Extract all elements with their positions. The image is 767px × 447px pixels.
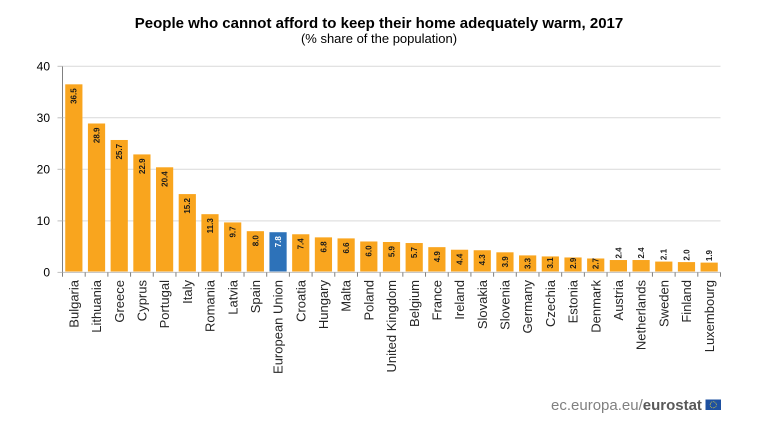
svg-text:10: 10 (37, 214, 51, 228)
svg-text:Netherlands: Netherlands (634, 280, 649, 351)
svg-text:30: 30 (37, 111, 51, 125)
svg-text:Slovakia: Slovakia (475, 279, 490, 329)
svg-text:Lithuania: Lithuania (89, 279, 104, 333)
svg-text:2.4: 2.4 (614, 247, 623, 259)
svg-text:Bulgaria: Bulgaria (66, 279, 81, 327)
svg-text:Spain: Spain (248, 280, 263, 313)
svg-text:15.2: 15.2 (183, 198, 192, 214)
svg-text:Greece: Greece (112, 280, 127, 323)
svg-text:Croatia: Croatia (293, 279, 308, 322)
svg-text:Poland: Poland (361, 280, 376, 320)
svg-text:3.3: 3.3 (524, 257, 533, 269)
svg-text:Luxembourg: Luxembourg (702, 280, 717, 352)
svg-text:Germany: Germany (520, 280, 535, 334)
svg-text:Sweden: Sweden (656, 280, 671, 327)
svg-text:25.7: 25.7 (115, 143, 124, 159)
svg-text:40: 40 (37, 60, 51, 74)
svg-text:People who cannot afford to ke: People who cannot afford to keep their h… (135, 15, 623, 32)
svg-text:3.9: 3.9 (501, 256, 510, 268)
svg-text:Romania: Romania (203, 279, 218, 332)
svg-text:European Union: European Union (271, 280, 286, 374)
svg-text:4.9: 4.9 (433, 251, 442, 263)
svg-text:4.4: 4.4 (455, 253, 464, 265)
svg-text:6.6: 6.6 (342, 242, 351, 254)
svg-text:Belgium: Belgium (407, 280, 422, 327)
svg-text:7.8: 7.8 (274, 236, 283, 248)
svg-text:Finland: Finland (679, 280, 694, 323)
svg-text:4.3: 4.3 (478, 254, 487, 266)
svg-text:Italy: Italy (180, 280, 195, 304)
svg-text:Estonia: Estonia (566, 279, 581, 323)
svg-text:7.4: 7.4 (297, 238, 306, 250)
svg-text:ec.europa.eu/eurostat: ec.europa.eu/eurostat (551, 397, 702, 414)
svg-text:9.7: 9.7 (229, 226, 238, 238)
svg-text:Slovenia: Slovenia (498, 279, 513, 330)
svg-text:20.4: 20.4 (161, 171, 170, 187)
svg-text:2.0: 2.0 (682, 249, 691, 261)
svg-text:20: 20 (37, 163, 51, 177)
svg-text:Malta: Malta (339, 279, 354, 312)
svg-text:0: 0 (43, 266, 50, 280)
svg-text:(% share of the population): (% share of the population) (301, 31, 457, 46)
svg-text:France: France (429, 280, 444, 320)
svg-text:28.9: 28.9 (92, 127, 101, 143)
svg-text:2.9: 2.9 (569, 257, 578, 269)
svg-text:36.5: 36.5 (70, 88, 79, 104)
svg-text:Latvia: Latvia (225, 279, 240, 314)
svg-text:1.9: 1.9 (705, 249, 714, 261)
svg-text:Cyprus: Cyprus (135, 280, 150, 322)
svg-text:6.8: 6.8 (319, 241, 328, 253)
svg-text:8.0: 8.0 (251, 235, 260, 247)
svg-text:5.7: 5.7 (410, 246, 419, 258)
svg-text:Czechia: Czechia (543, 279, 558, 327)
svg-text:6.0: 6.0 (365, 245, 374, 257)
svg-text:Portugal: Portugal (157, 280, 172, 329)
svg-text:3.1: 3.1 (546, 257, 555, 269)
svg-text:United Kingdom: United Kingdom (384, 280, 399, 373)
svg-text:22.9: 22.9 (138, 158, 147, 174)
svg-text:Denmark: Denmark (588, 280, 603, 333)
svg-text:Hungary: Hungary (316, 280, 331, 330)
svg-text:2.4: 2.4 (637, 247, 646, 259)
svg-text:11.3: 11.3 (206, 218, 215, 234)
svg-text:2.1: 2.1 (660, 248, 669, 260)
svg-text:2.7: 2.7 (592, 257, 601, 269)
svg-text:Austria: Austria (611, 279, 626, 320)
svg-text:5.9: 5.9 (387, 245, 396, 257)
svg-text:Ireland: Ireland (452, 280, 467, 320)
